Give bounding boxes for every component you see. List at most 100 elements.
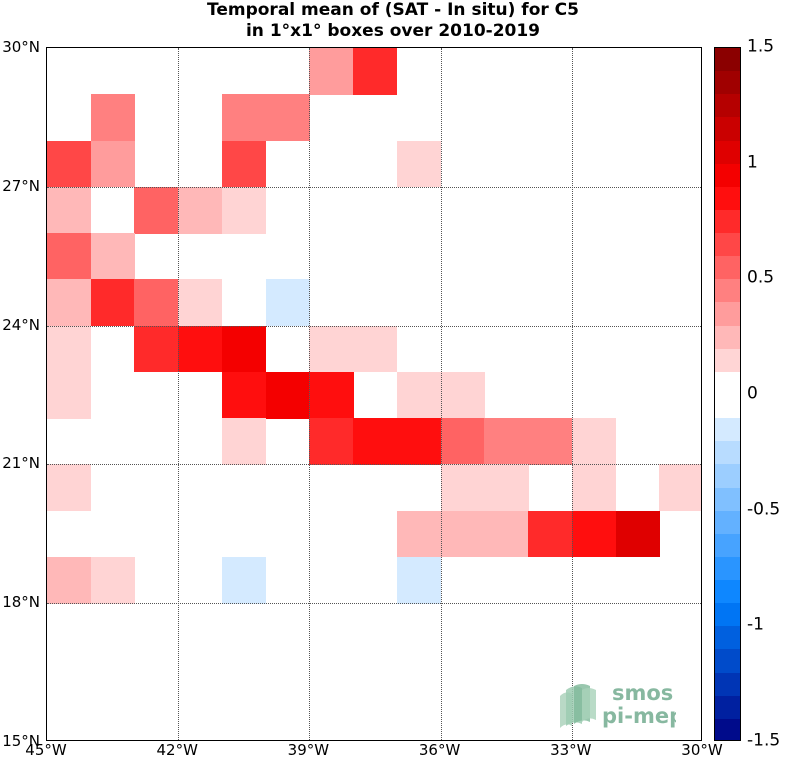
grid-cell (47, 325, 92, 373)
grid-cell (265, 279, 310, 327)
colorbar-tick-label: 0.5 (747, 267, 775, 288)
grid-cell (90, 140, 135, 188)
grid-cell (221, 325, 267, 373)
colorbar-tick-label: -1.5 (747, 730, 781, 751)
grid-cell (90, 233, 135, 280)
grid-cell (396, 510, 442, 558)
colorbar-segment (715, 580, 740, 604)
grid-cell (221, 371, 267, 419)
grid-cell (221, 186, 267, 234)
colorbar-segment (715, 487, 740, 512)
grid-cell (309, 48, 354, 95)
colorbar-segment (715, 695, 740, 720)
colorbar (714, 47, 741, 741)
grid-cell (221, 140, 267, 188)
logo-text-pi-mep: pi-mep (602, 704, 676, 728)
grid-cell (396, 556, 442, 604)
grid-cell (90, 556, 135, 604)
grid-cell (353, 48, 398, 95)
grid-cell (309, 371, 354, 419)
longitude-tick-label: 45°W (25, 741, 67, 759)
latitude-tick-label: 30°N (2, 38, 40, 56)
grid-cell (309, 418, 354, 465)
map-area (46, 47, 702, 741)
colorbar-tick-label: -1 (747, 614, 764, 635)
grid-cell (440, 371, 485, 419)
grid-cell (47, 186, 92, 234)
colorbar-segment (715, 186, 740, 211)
grid-cell (571, 464, 617, 512)
grid-cell (528, 510, 573, 558)
colorbar-segment (715, 140, 740, 165)
colorbar-segment (715, 649, 740, 674)
grid-cell (396, 140, 442, 188)
parallel-gridline (47, 464, 701, 466)
grid-cell (309, 325, 354, 373)
meridian-gridline (571, 48, 573, 740)
colorbar-segment (715, 279, 740, 303)
grid-cell (134, 279, 179, 327)
grid-cell (440, 510, 485, 558)
meridian-gridline (178, 48, 180, 740)
grid-cell (353, 325, 398, 373)
logo-text-smos: smos (612, 681, 673, 705)
meridian-gridline (309, 48, 311, 740)
colorbar-segment (715, 163, 740, 188)
longitude-tick-label: 33°W (550, 741, 592, 759)
colorbar-tick-label: 1.5 (747, 36, 775, 57)
colorbar-tick-label: -0.5 (747, 499, 781, 520)
colorbar-segment (715, 603, 740, 627)
grid-cell (265, 371, 310, 419)
colorbar-segment (715, 441, 740, 465)
grid-cell (265, 94, 310, 142)
colorbar-segment (715, 418, 740, 442)
grid-cell (47, 464, 92, 512)
grid-cell (47, 140, 92, 188)
grid-cell (47, 371, 92, 419)
grid-cell (571, 510, 617, 558)
colorbar-segment (715, 117, 740, 142)
colorbar-segment (715, 348, 740, 373)
colorbar-segment (715, 94, 740, 118)
grid-cell (90, 94, 135, 142)
colorbar-segment (715, 209, 740, 234)
colorbar-segment (715, 626, 740, 650)
grid-cell (484, 464, 529, 512)
grid-cell (440, 418, 485, 465)
grid-cell (221, 418, 267, 465)
grid-cell (396, 371, 442, 419)
colorbar-segment (715, 71, 740, 95)
grid-cell (484, 418, 529, 465)
colorbar-segment (715, 464, 740, 489)
grid-cell (221, 94, 267, 142)
grid-cell (615, 510, 660, 558)
grid-cell (353, 418, 398, 465)
colorbar-segment (715, 256, 740, 280)
grid-cell (134, 186, 179, 234)
map-title-line-2: in 1°x1° boxes over 2010-2019 (245, 21, 541, 41)
latitude-tick-label: 21°N (2, 454, 40, 473)
grid-cell (221, 556, 267, 604)
grid-cell (178, 186, 223, 234)
colorbar-segment (715, 325, 740, 350)
colorbar-segment (715, 510, 740, 535)
grid-cell (484, 510, 529, 558)
colorbar-segment (715, 302, 740, 327)
parallel-gridline (47, 186, 701, 188)
grid-cell (440, 464, 485, 512)
colorbar-tick-label: 0 (747, 383, 758, 404)
grid-cell (178, 325, 223, 373)
colorbar-segment (715, 48, 740, 72)
logo-waves-icon (560, 684, 596, 728)
longitude-tick-label: 30°W (681, 741, 723, 759)
grid-cell (90, 279, 135, 327)
smos-pi-mep-logo: smos pi-mep (560, 681, 676, 728)
grid-cell (571, 418, 617, 465)
parallel-gridline (47, 603, 701, 605)
longitude-tick-label: 36°W (418, 741, 461, 759)
grid-cell (47, 233, 92, 280)
colorbar-segment (715, 395, 740, 419)
colorbar-tick-label: 1 (747, 152, 758, 173)
grid-cell (528, 418, 573, 465)
grid-cell (178, 279, 223, 327)
